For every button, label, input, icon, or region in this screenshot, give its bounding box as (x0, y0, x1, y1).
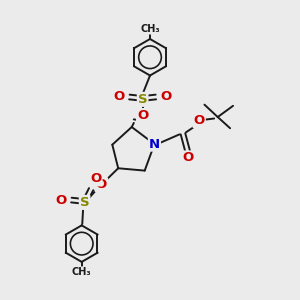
Text: S: S (80, 196, 89, 209)
Text: N: N (149, 138, 160, 151)
Text: S: S (138, 93, 148, 106)
Text: CH₃: CH₃ (140, 24, 160, 34)
Text: O: O (183, 152, 194, 164)
Text: O: O (56, 194, 67, 207)
Text: O: O (160, 91, 172, 103)
Text: O: O (96, 178, 107, 191)
Text: O: O (194, 114, 205, 127)
Text: CH₃: CH₃ (72, 267, 92, 277)
Text: O: O (114, 91, 125, 103)
Text: O: O (137, 109, 148, 122)
Text: O: O (90, 172, 101, 185)
